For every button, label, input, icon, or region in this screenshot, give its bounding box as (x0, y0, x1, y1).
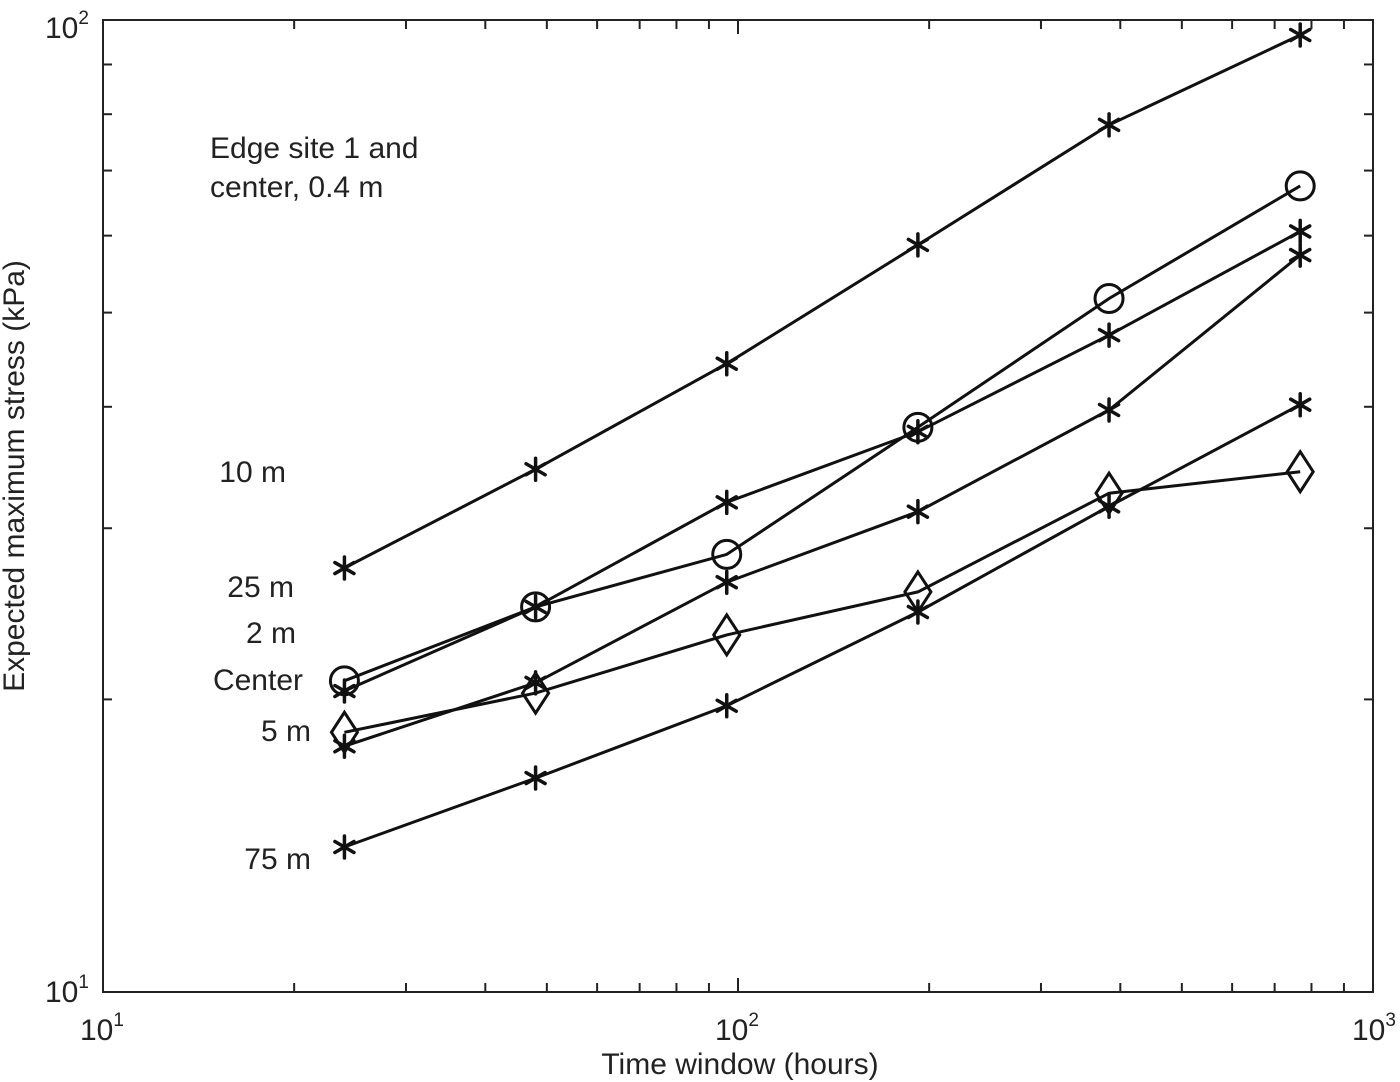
asterisk-marker (1097, 493, 1121, 520)
asterisk-marker (524, 670, 547, 696)
asterisk-marker (524, 594, 547, 620)
y-tick-label: 101 (45, 972, 89, 1009)
diamond-marker (1285, 448, 1315, 495)
y-tick-label: 102 (45, 8, 89, 45)
x-axis-label: Time window (hours) (601, 1048, 878, 1081)
series-line (343, 403, 1301, 849)
asterisk-marker (1288, 218, 1312, 245)
series-label-center: Center (213, 664, 303, 697)
series-label-75m: 75 m (244, 843, 311, 876)
asterisk-marker (1288, 242, 1312, 268)
series-markers (328, 22, 1316, 860)
series-label-25m: 25 m (227, 571, 294, 604)
asterisk-marker (524, 456, 547, 482)
series-lines (343, 33, 1302, 849)
asterisk-marker (1288, 391, 1312, 418)
annotation-line-1: Edge site 1 and (210, 132, 419, 165)
asterisk-marker (524, 765, 547, 791)
series-label-2m: 2 m (246, 617, 296, 650)
asterisk-marker (715, 489, 739, 516)
asterisk-marker (906, 599, 930, 625)
x-tick-label: 101 (80, 1010, 124, 1047)
series-line (343, 184, 1301, 683)
asterisk-marker (715, 569, 739, 595)
x-tick-label: 102 (715, 1010, 759, 1047)
asterisk-marker (906, 419, 930, 445)
y-axis-label: Expected maximum stress (kPa) (0, 260, 31, 692)
plot-area (102, 19, 1374, 993)
axis-ticks (102, 19, 1374, 993)
asterisk-marker (1097, 112, 1121, 138)
series-label-10m: 10 m (219, 456, 286, 489)
asterisk-marker (1097, 322, 1121, 348)
x-tick-label: 103 (1352, 1010, 1396, 1047)
circle-marker (1093, 282, 1125, 314)
asterisk-marker (906, 232, 930, 258)
circle-marker (1284, 170, 1316, 202)
asterisk-marker (1288, 22, 1312, 48)
asterisk-marker (333, 678, 356, 704)
asterisk-marker (906, 498, 930, 525)
series-line (343, 253, 1302, 748)
diamond-marker (711, 612, 742, 658)
series-label-5m: 5 m (261, 715, 311, 748)
series-line (343, 33, 1301, 570)
circle-marker (711, 538, 743, 570)
asterisk-marker (1097, 397, 1121, 423)
series-line (343, 230, 1301, 693)
asterisk-marker (715, 693, 739, 719)
asterisk-marker (333, 555, 356, 581)
annotation-line-2: center, 0.4 m (210, 171, 383, 204)
asterisk-marker (333, 733, 356, 759)
circle-marker (520, 591, 552, 623)
asterisk-marker (333, 834, 356, 860)
asterisk-marker (715, 350, 739, 377)
